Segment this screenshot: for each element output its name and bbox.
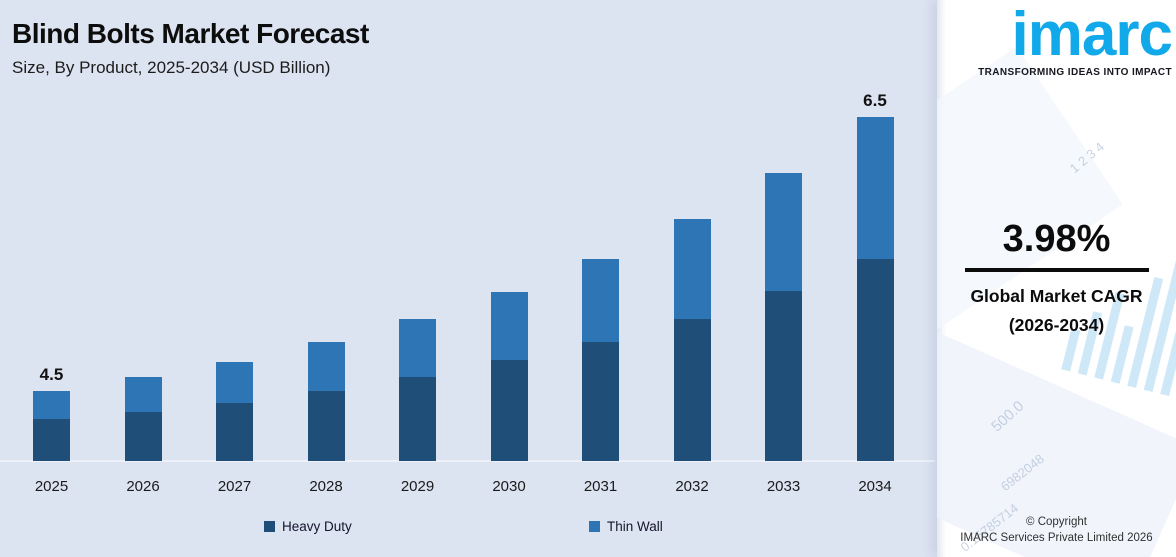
chart-panel: Blind Bolts Market Forecast Size, By Pro… bbox=[0, 0, 937, 557]
bar-segment-thin-wall bbox=[216, 362, 253, 403]
legend-item-thin-wall: Thin Wall bbox=[589, 519, 663, 534]
plot-area: 4.5 2025 2026 2027 2028 2029 2030 2031 2032 2033 6… bbox=[0, 91, 935, 495]
cagr-label-line1: Global Market CAGR bbox=[970, 286, 1143, 306]
copyright-line1: © Copyright bbox=[1026, 515, 1087, 528]
cagr-underline bbox=[964, 268, 1149, 272]
x-axis-label: 2026 bbox=[126, 478, 160, 495]
bar-2034 bbox=[856, 117, 894, 461]
x-axis-label: 2029 bbox=[400, 478, 435, 495]
x-axis-label: 2034 bbox=[858, 478, 892, 495]
bar-2025 bbox=[33, 391, 70, 461]
x-axis-label: 2027 bbox=[217, 478, 252, 495]
bar-segment-thin-wall bbox=[856, 117, 894, 259]
x-axis-line bbox=[0, 460, 935, 462]
bar-segment-heavy-duty bbox=[399, 377, 436, 461]
legend-swatch bbox=[589, 521, 600, 532]
x-axis-label: 2033 bbox=[766, 478, 801, 495]
x-axis-label: 2025 bbox=[34, 478, 69, 495]
legend-swatch bbox=[264, 521, 275, 532]
bar-segment-heavy-duty bbox=[582, 342, 619, 461]
legend-label: Thin Wall bbox=[607, 519, 663, 534]
bar-segment-heavy-duty bbox=[490, 360, 528, 461]
bar-value-label: 4.5 bbox=[39, 365, 64, 384]
imarc-logo: imarc TRANSFORMING IDEAS INTO IMPACT bbox=[943, 0, 1173, 78]
brand-panel: 500.0 1 2 3 4 6982048 0.15785714 imarc T… bbox=[937, 0, 1176, 557]
bar-segment-thin-wall bbox=[673, 219, 711, 319]
x-axis-label: 2031 bbox=[583, 478, 618, 495]
bar-2029 bbox=[399, 319, 436, 461]
bar-2031 bbox=[582, 259, 619, 461]
bar-segment-thin-wall bbox=[399, 319, 436, 377]
bar-2030 bbox=[490, 292, 528, 461]
bar-segment-heavy-duty bbox=[673, 319, 711, 461]
bar-2026 bbox=[124, 377, 162, 461]
bar-segment-thin-wall bbox=[124, 377, 162, 412]
bar-segment-thin-wall bbox=[490, 292, 528, 360]
bar-segment-heavy-duty bbox=[307, 391, 345, 461]
bar-segment-thin-wall bbox=[582, 259, 619, 342]
bar-2027 bbox=[216, 362, 253, 461]
x-axis-label: 2032 bbox=[675, 478, 709, 495]
copyright-line2: IMARC Services Private Limited 2026 bbox=[960, 532, 1153, 545]
legend-item-heavy-duty: Heavy Duty bbox=[264, 519, 352, 534]
chart-title: Blind Bolts Market Forecast bbox=[12, 18, 369, 49]
cagr-value: 3.98% bbox=[1002, 218, 1111, 260]
cagr-block: 3.98% Global Market CAGR (2026-2034) bbox=[937, 218, 1176, 340]
bar-segment-heavy-duty bbox=[33, 419, 70, 461]
copyright: © Copyright IMARC Services Private Limit… bbox=[937, 514, 1176, 547]
imarc-logo-wordmark: imarc bbox=[1011, 0, 1173, 69]
bar-2033 bbox=[765, 173, 802, 461]
x-axis-label: 2028 bbox=[309, 478, 343, 495]
imarc-logo-tagline: TRANSFORMING IDEAS INTO IMPACT bbox=[978, 66, 1172, 78]
bar-segment-thin-wall bbox=[307, 342, 345, 391]
bar-segment-heavy-duty bbox=[765, 291, 802, 461]
bar-segment-heavy-duty bbox=[124, 412, 162, 461]
bar-2032 bbox=[673, 219, 711, 461]
bar-segment-thin-wall bbox=[33, 391, 70, 419]
legend-label: Heavy Duty bbox=[282, 519, 352, 534]
bar-value-label: 6.5 bbox=[863, 91, 887, 110]
chart-subtitle: Size, By Product, 2025-2034 (USD Billion… bbox=[12, 58, 331, 77]
x-axis-label: 2030 bbox=[492, 478, 526, 495]
cagr-label-line2: (2026-2034) bbox=[1008, 314, 1105, 335]
bar-segment-thin-wall bbox=[765, 173, 802, 291]
bar-2028 bbox=[307, 342, 345, 461]
bar-segment-heavy-duty bbox=[216, 403, 253, 461]
bar-segment-heavy-duty bbox=[856, 259, 894, 461]
